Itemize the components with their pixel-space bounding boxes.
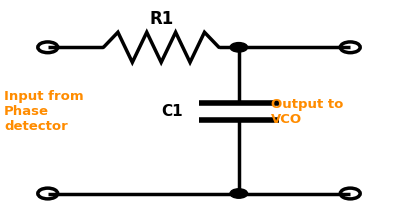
Text: Input from
Phase
detector: Input from Phase detector <box>4 90 84 133</box>
Circle shape <box>230 189 248 198</box>
Circle shape <box>230 43 248 52</box>
Text: R1: R1 <box>149 10 173 28</box>
Text: C1: C1 <box>162 104 183 119</box>
Text: Output to
VCO: Output to VCO <box>271 98 343 126</box>
